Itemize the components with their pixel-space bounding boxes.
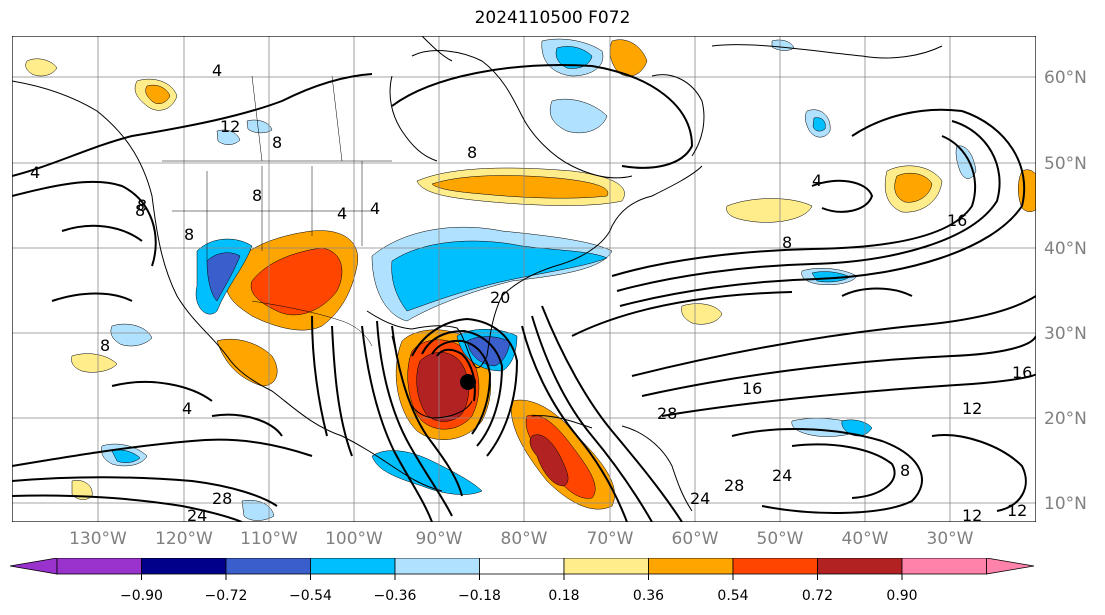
contour-label: 12 (220, 117, 240, 136)
colorbar-segment (733, 558, 818, 574)
contour-label: 8 (252, 186, 262, 205)
warm-region-mexico (217, 339, 277, 386)
lon-label: 110°W (240, 529, 298, 549)
contour-label: 8 (782, 233, 792, 252)
colorbar-tick: 0.18 (548, 588, 579, 604)
colorbar-tick: −0.36 (374, 588, 417, 604)
contour-label: 8 (100, 336, 110, 355)
contour-label: 16 (1012, 363, 1032, 382)
lon-label: 90°W (416, 529, 463, 549)
lat-label: 50°N (1044, 154, 1087, 174)
contour-label: 8 (467, 143, 477, 162)
contour-label: 4 (370, 199, 380, 218)
contour-label: 8 (184, 225, 194, 244)
lat-label: 10°N (1044, 494, 1087, 514)
lat-label: 20°N (1044, 409, 1087, 429)
latitude-axis: 60°N 50°N 40°N 30°N 20°N 10°N (1038, 36, 1105, 522)
colorbar-segment (226, 558, 311, 574)
contour-label: 24 (187, 506, 207, 522)
map-title: 2024110500 F072 (0, 8, 1105, 28)
contour-label: 4 (182, 399, 192, 418)
colorbar-tick: 0.54 (717, 588, 748, 604)
colorbar-segment (987, 558, 1035, 574)
lon-label: 100°W (325, 529, 383, 549)
contour-label: 8 (900, 461, 910, 480)
lat-label: 30°N (1044, 324, 1087, 344)
contour-label: 12 (1007, 501, 1027, 520)
colorbar: −0.90 −0.72 −0.54 −0.36 −0.18 0.18 0.36 … (10, 558, 1040, 610)
weather-map: 4 12 8 8 8 4 4 8 8 20 4 12 16 8 16 12 16… (12, 36, 1036, 522)
lon-label: 120°W (155, 529, 213, 549)
contour-label: 24 (772, 466, 792, 485)
contour-label: 8 (137, 196, 147, 215)
lon-label: 130°W (69, 529, 127, 549)
colorbar-segment (564, 558, 649, 574)
shaded-anomalies (26, 39, 1036, 520)
colorbar-segment (311, 558, 396, 574)
colorbar-tick: −0.54 (289, 588, 332, 604)
contour-label: 4 (337, 204, 347, 223)
lon-label: 70°W (587, 529, 634, 549)
colorbar-segment (142, 558, 227, 574)
lon-label: 40°W (842, 529, 889, 549)
colorbar-segment (10, 558, 57, 574)
contour-label: 16 (947, 211, 967, 230)
colorbar-segments (10, 558, 1034, 574)
contour-label: 4 (212, 61, 222, 80)
lon-label: 60°W (672, 529, 719, 549)
colorbar-tick: −0.90 (120, 588, 163, 604)
storm-center-marker (460, 374, 476, 390)
colorbar-segment (395, 558, 480, 574)
colorbar-segment (480, 558, 565, 574)
contour-label: 12 (962, 506, 982, 522)
colorbar-tick: 0.72 (802, 588, 833, 604)
contour-label: 12 (962, 399, 982, 418)
contour-label: 16 (742, 379, 762, 398)
colorbar-segment (902, 558, 987, 574)
lon-label: 80°W (501, 529, 548, 549)
contour-label: 28 (724, 476, 744, 495)
colorbar-tick: −0.18 (458, 588, 501, 604)
contour-label: 24 (690, 489, 710, 508)
colorbar-segment (818, 558, 903, 574)
colorbar-segment (649, 558, 734, 574)
colorbar-tick: 0.36 (633, 588, 664, 604)
lon-label: 30°W (927, 529, 974, 549)
contour-label: 4 (30, 163, 40, 182)
political-borders (162, 76, 392, 346)
lon-label: 50°W (757, 529, 804, 549)
contour-label: 8 (272, 133, 282, 152)
colorbar-segment (57, 558, 142, 574)
contour-label: 28 (212, 489, 232, 508)
longitude-axis: 130°W 120°W 110°W 100°W 90°W 80°W 70°W 6… (0, 525, 1105, 551)
contour-label: 20 (490, 288, 510, 307)
contour-label: 28 (657, 404, 677, 423)
lat-label: 40°N (1044, 239, 1087, 259)
contour-label: 4 (812, 171, 822, 190)
colorbar-tick: −0.72 (205, 588, 248, 604)
lat-label: 60°N (1044, 68, 1087, 88)
colorbar-tick: 0.90 (886, 588, 917, 604)
